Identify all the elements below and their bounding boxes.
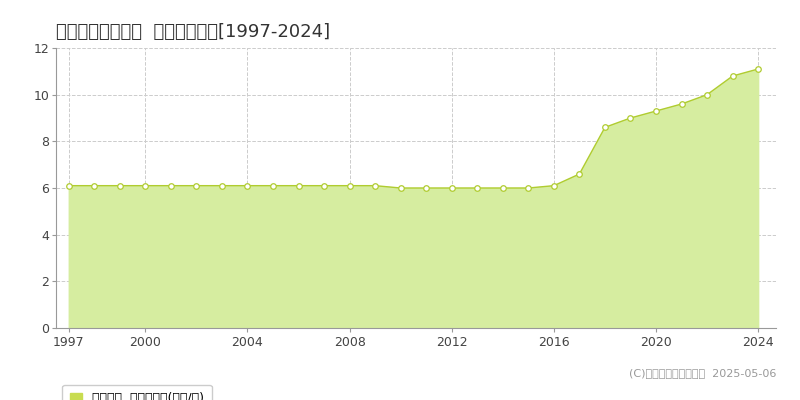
Point xyxy=(522,185,534,191)
Point xyxy=(343,182,356,189)
Point xyxy=(114,182,126,189)
Point xyxy=(266,182,279,189)
Point xyxy=(369,182,382,189)
Point xyxy=(420,185,433,191)
Point xyxy=(88,182,101,189)
Point xyxy=(675,101,688,107)
Point xyxy=(726,73,739,79)
Point xyxy=(624,115,637,121)
Point xyxy=(190,182,203,189)
Point xyxy=(292,182,305,189)
Point xyxy=(598,124,611,130)
Point xyxy=(446,185,458,191)
Point xyxy=(471,185,484,191)
Text: (C)土地価格ドットコム  2025-05-06: (C)土地価格ドットコム 2025-05-06 xyxy=(629,368,776,378)
Point xyxy=(62,182,75,189)
Point xyxy=(241,182,254,189)
Point xyxy=(139,182,152,189)
Point xyxy=(573,171,586,177)
Point xyxy=(394,185,407,191)
Point xyxy=(497,185,510,191)
Point xyxy=(701,92,714,98)
Text: 国頭郡金武町屋嘉  基準地価推移[1997-2024]: 国頭郡金武町屋嘉 基準地価推移[1997-2024] xyxy=(56,23,330,41)
Point xyxy=(650,108,662,114)
Point xyxy=(215,182,228,189)
Point xyxy=(318,182,330,189)
Legend: 基準地価  平均坪単価(万円/坪): 基準地価 平均坪単価(万円/坪) xyxy=(62,385,212,400)
Point xyxy=(165,182,178,189)
Point xyxy=(547,182,560,189)
Point xyxy=(752,66,765,72)
